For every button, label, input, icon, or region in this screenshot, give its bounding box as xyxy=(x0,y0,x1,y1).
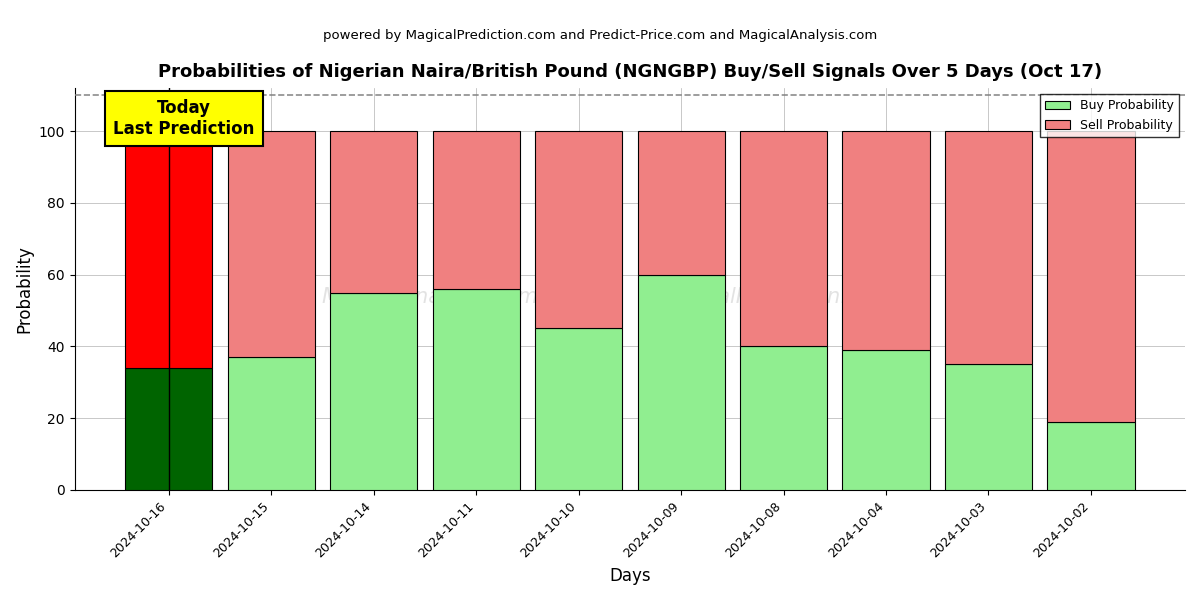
Y-axis label: Probability: Probability xyxy=(16,245,34,333)
X-axis label: Days: Days xyxy=(610,567,650,585)
Text: powered by MagicalPrediction.com and Predict-Price.com and MagicalAnalysis.com: powered by MagicalPrediction.com and Pre… xyxy=(323,29,877,42)
Bar xyxy=(535,328,622,490)
Bar xyxy=(330,293,418,490)
Legend: Buy Probability, Sell Probability: Buy Probability, Sell Probability xyxy=(1040,94,1178,137)
Bar xyxy=(228,357,314,490)
Bar xyxy=(1048,422,1134,490)
Bar xyxy=(637,275,725,490)
Bar xyxy=(740,346,827,490)
Bar xyxy=(535,131,622,328)
Bar xyxy=(330,131,418,293)
Title: Probabilities of Nigerian Naira/British Pound (NGNGBP) Buy/Sell Signals Over 5 D: Probabilities of Nigerian Naira/British … xyxy=(157,63,1102,81)
Bar xyxy=(842,131,930,350)
Bar xyxy=(432,131,520,289)
Bar xyxy=(740,131,827,346)
Bar xyxy=(228,131,314,357)
Bar xyxy=(842,350,930,490)
Bar xyxy=(637,131,725,275)
Bar xyxy=(944,131,1032,364)
Bar xyxy=(125,131,212,368)
Bar xyxy=(1048,131,1134,422)
Bar xyxy=(944,364,1032,490)
Bar xyxy=(432,289,520,490)
Text: Today
Last Prediction: Today Last Prediction xyxy=(113,99,254,137)
Text: MagicalAnalysis.com: MagicalAnalysis.com xyxy=(322,287,539,307)
Bar xyxy=(125,368,212,490)
Text: MagicalPrediction.com: MagicalPrediction.com xyxy=(656,287,892,307)
